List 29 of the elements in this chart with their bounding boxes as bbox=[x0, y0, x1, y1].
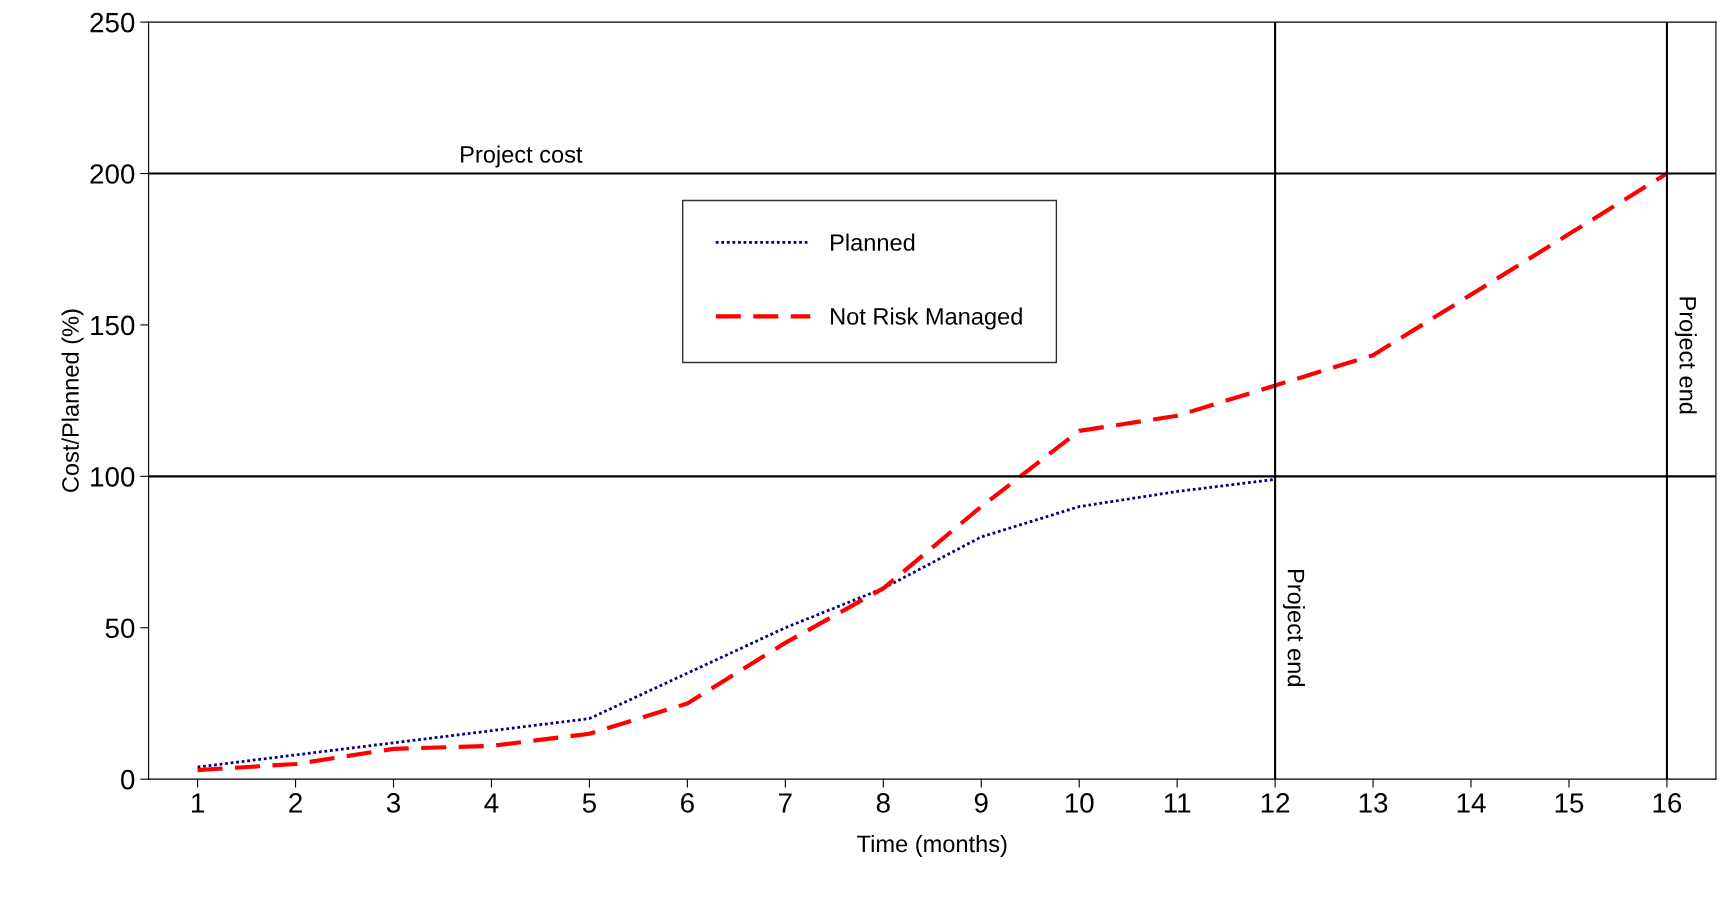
y-tick-label: 200 bbox=[90, 164, 135, 184]
y-tick-label: 250 bbox=[90, 12, 135, 33]
y-tick-label: 0 bbox=[121, 769, 135, 790]
x-tick-label: 8 bbox=[876, 793, 890, 813]
y-tick-label: 50 bbox=[105, 618, 135, 639]
legend-label: Planned bbox=[831, 233, 915, 251]
x-axis-title: Time (months) bbox=[857, 834, 1007, 857]
x-tick-label: 9 bbox=[974, 793, 988, 813]
x-tick-label: 4 bbox=[484, 793, 499, 813]
x-tick-label: 3 bbox=[386, 793, 400, 813]
x-tick-label: 5 bbox=[582, 793, 596, 813]
x-tick-label: 16 bbox=[1653, 793, 1682, 813]
y-tick-label: 100 bbox=[91, 467, 135, 487]
x-tick-label: 6 bbox=[681, 793, 694, 813]
x-tick-label: 10 bbox=[1065, 793, 1094, 813]
ref-line-label: Project end bbox=[1282, 569, 1305, 686]
y-tick-label: 150 bbox=[91, 315, 135, 336]
ref-line-label: Project end bbox=[1674, 297, 1697, 414]
x-tick-label: 13 bbox=[1359, 793, 1388, 813]
y-axis-title: Cost/Planned (%) bbox=[61, 309, 84, 492]
legend-label: Not Risk Managed bbox=[831, 307, 1022, 330]
x-tick-label: 11 bbox=[1164, 793, 1191, 813]
x-tick-label: 15 bbox=[1555, 793, 1584, 813]
x-tick-label: 7 bbox=[779, 793, 792, 813]
ref-line-label: Project cost bbox=[461, 145, 583, 168]
x-tick-label: 12 bbox=[1261, 793, 1290, 813]
x-tick-label: 14 bbox=[1457, 793, 1486, 813]
x-tick-label: 1 bbox=[191, 793, 204, 813]
x-tick-label: 2 bbox=[289, 793, 302, 813]
